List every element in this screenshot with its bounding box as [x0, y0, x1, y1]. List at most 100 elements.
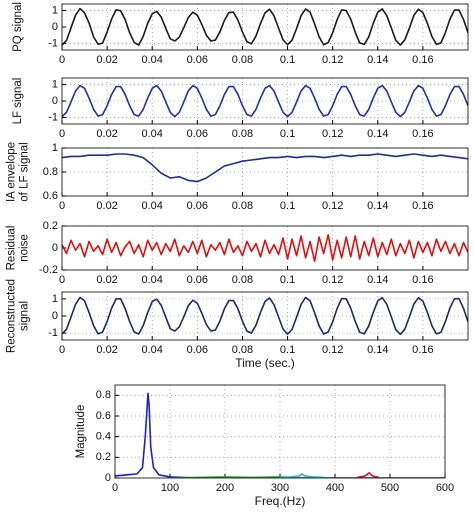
- x-axis-label: Time (sec.): [235, 356, 295, 370]
- axes-frame: [61, 3, 469, 51]
- x-tick-label: 0.12: [322, 54, 343, 66]
- y-axis-label: signal: [19, 301, 31, 331]
- data-line: [62, 7, 468, 46]
- x-tick-label: 0.06: [187, 344, 208, 356]
- x-tick-label: 0: [59, 344, 65, 356]
- axes-frame: [61, 147, 469, 197]
- y-tick-label: -0.2: [39, 264, 58, 276]
- y-tick-label: -1: [48, 111, 58, 123]
- x-tick-label: 0.16: [412, 274, 433, 286]
- x-tick-label: 0.12: [322, 274, 343, 286]
- axes-frame: [61, 291, 469, 341]
- x-tick-label: 0: [59, 128, 65, 140]
- axes-frame: [61, 225, 469, 271]
- x-tick-label: 0.02: [96, 344, 117, 356]
- x-tick-label: 0: [59, 54, 65, 66]
- data-line: [279, 473, 325, 478]
- x-tick-label: 0.14: [367, 344, 388, 356]
- data-line: [62, 296, 468, 336]
- plot-area: [62, 7, 468, 46]
- y-tick-label: 0.2: [96, 451, 111, 463]
- y-tick-label: 1: [52, 293, 58, 305]
- x-tick-label: 0: [112, 482, 118, 494]
- x-tick-label: 400: [326, 482, 344, 494]
- x-tick-label: 0.08: [232, 344, 253, 356]
- x-tick-label: 0.16: [412, 128, 433, 140]
- x-tick-label: 0.06: [187, 274, 208, 286]
- y-tick-label: 0: [52, 95, 58, 107]
- x-tick-label: 0.16: [412, 54, 433, 66]
- x-tick-label: 0.06: [187, 200, 208, 212]
- x-tick-label: 0.04: [142, 344, 163, 356]
- x-tick-label: 0.12: [322, 128, 343, 140]
- x-tick-label: 600: [436, 482, 454, 494]
- x-tick-label: 0.08: [232, 128, 253, 140]
- x-tick-label: 0.12: [322, 344, 343, 356]
- y-tick-label: 1: [52, 4, 58, 16]
- x-tick-label: 0.04: [142, 128, 163, 140]
- x-tick-label: 0.1: [280, 344, 295, 356]
- data-line: [115, 392, 445, 478]
- x-tick-label: 0.02: [96, 200, 117, 212]
- axes-frame: [61, 77, 469, 125]
- y-tick-label: 0: [52, 21, 58, 33]
- x-tick-label: 0.04: [142, 200, 163, 212]
- x-tick-label: 0.08: [232, 54, 253, 66]
- x-tick-label: 0.12: [322, 200, 343, 212]
- x-tick-label: 0.02: [96, 54, 117, 66]
- y-axis-label: IA envelope: [6, 142, 18, 202]
- x-tick-label: 0: [59, 274, 65, 286]
- x-tick-label: 0.06: [187, 128, 208, 140]
- y-axis-label: PQ signal: [12, 2, 24, 52]
- plot-area: [62, 296, 468, 336]
- y-axis-label: noise: [19, 234, 31, 262]
- y-axis-label: Residual: [6, 226, 18, 271]
- x-tick-label: 200: [216, 482, 234, 494]
- data-line: [62, 153, 468, 183]
- x-axis-label: Freq.(Hz): [255, 494, 306, 508]
- y-axis-label: LF signal: [12, 78, 24, 125]
- y-tick-label: 0.6: [96, 410, 111, 422]
- plot-area: [62, 84, 468, 118]
- x-tick-label: 0.14: [367, 54, 388, 66]
- x-tick-label: 0.04: [142, 274, 163, 286]
- x-tick-label: 0.1: [280, 274, 295, 286]
- x-tick-label: 0.04: [142, 54, 163, 66]
- y-tick-label: 0: [105, 472, 111, 484]
- plot-area: [115, 392, 445, 478]
- x-tick-label: 0.02: [96, 128, 117, 140]
- data-line: [356, 472, 380, 478]
- x-tick-label: 0.1: [280, 200, 295, 212]
- y-axis-label: of LF signal: [19, 142, 31, 201]
- x-tick-label: 0.06: [187, 54, 208, 66]
- y-tick-label: 0: [52, 310, 58, 322]
- x-tick-label: 0.14: [367, 128, 388, 140]
- x-tick-label: 500: [381, 482, 399, 494]
- y-tick-label: 0.8: [96, 389, 111, 401]
- y-tick-label: -1: [48, 327, 58, 339]
- y-tick-label: 0: [52, 242, 58, 254]
- axes-frame: [114, 384, 446, 479]
- x-tick-label: 0.14: [367, 274, 388, 286]
- y-tick-label: 0.8: [43, 166, 58, 178]
- y-tick-label: 1: [52, 142, 58, 154]
- x-tick-label: 0.08: [232, 274, 253, 286]
- x-tick-label: 0.14: [367, 200, 388, 212]
- data-line: [62, 234, 468, 262]
- x-tick-label: 0.16: [412, 200, 433, 212]
- y-tick-label: 0.4: [96, 431, 111, 443]
- x-tick-label: 0.16: [412, 344, 433, 356]
- x-tick-label: 0.08: [232, 200, 253, 212]
- y-tick-label: 1: [52, 78, 58, 90]
- y-tick-label: -1: [48, 37, 58, 49]
- data-line: [62, 84, 468, 118]
- x-tick-label: 300: [271, 482, 289, 494]
- plot-area: [62, 153, 468, 183]
- y-tick-label: 0.6: [43, 190, 58, 202]
- y-axis-label: Reconstructed: [6, 279, 18, 353]
- y-axis-label: Magnitude: [75, 405, 87, 459]
- x-tick-label: 0.02: [96, 274, 117, 286]
- plot-area: [62, 234, 468, 262]
